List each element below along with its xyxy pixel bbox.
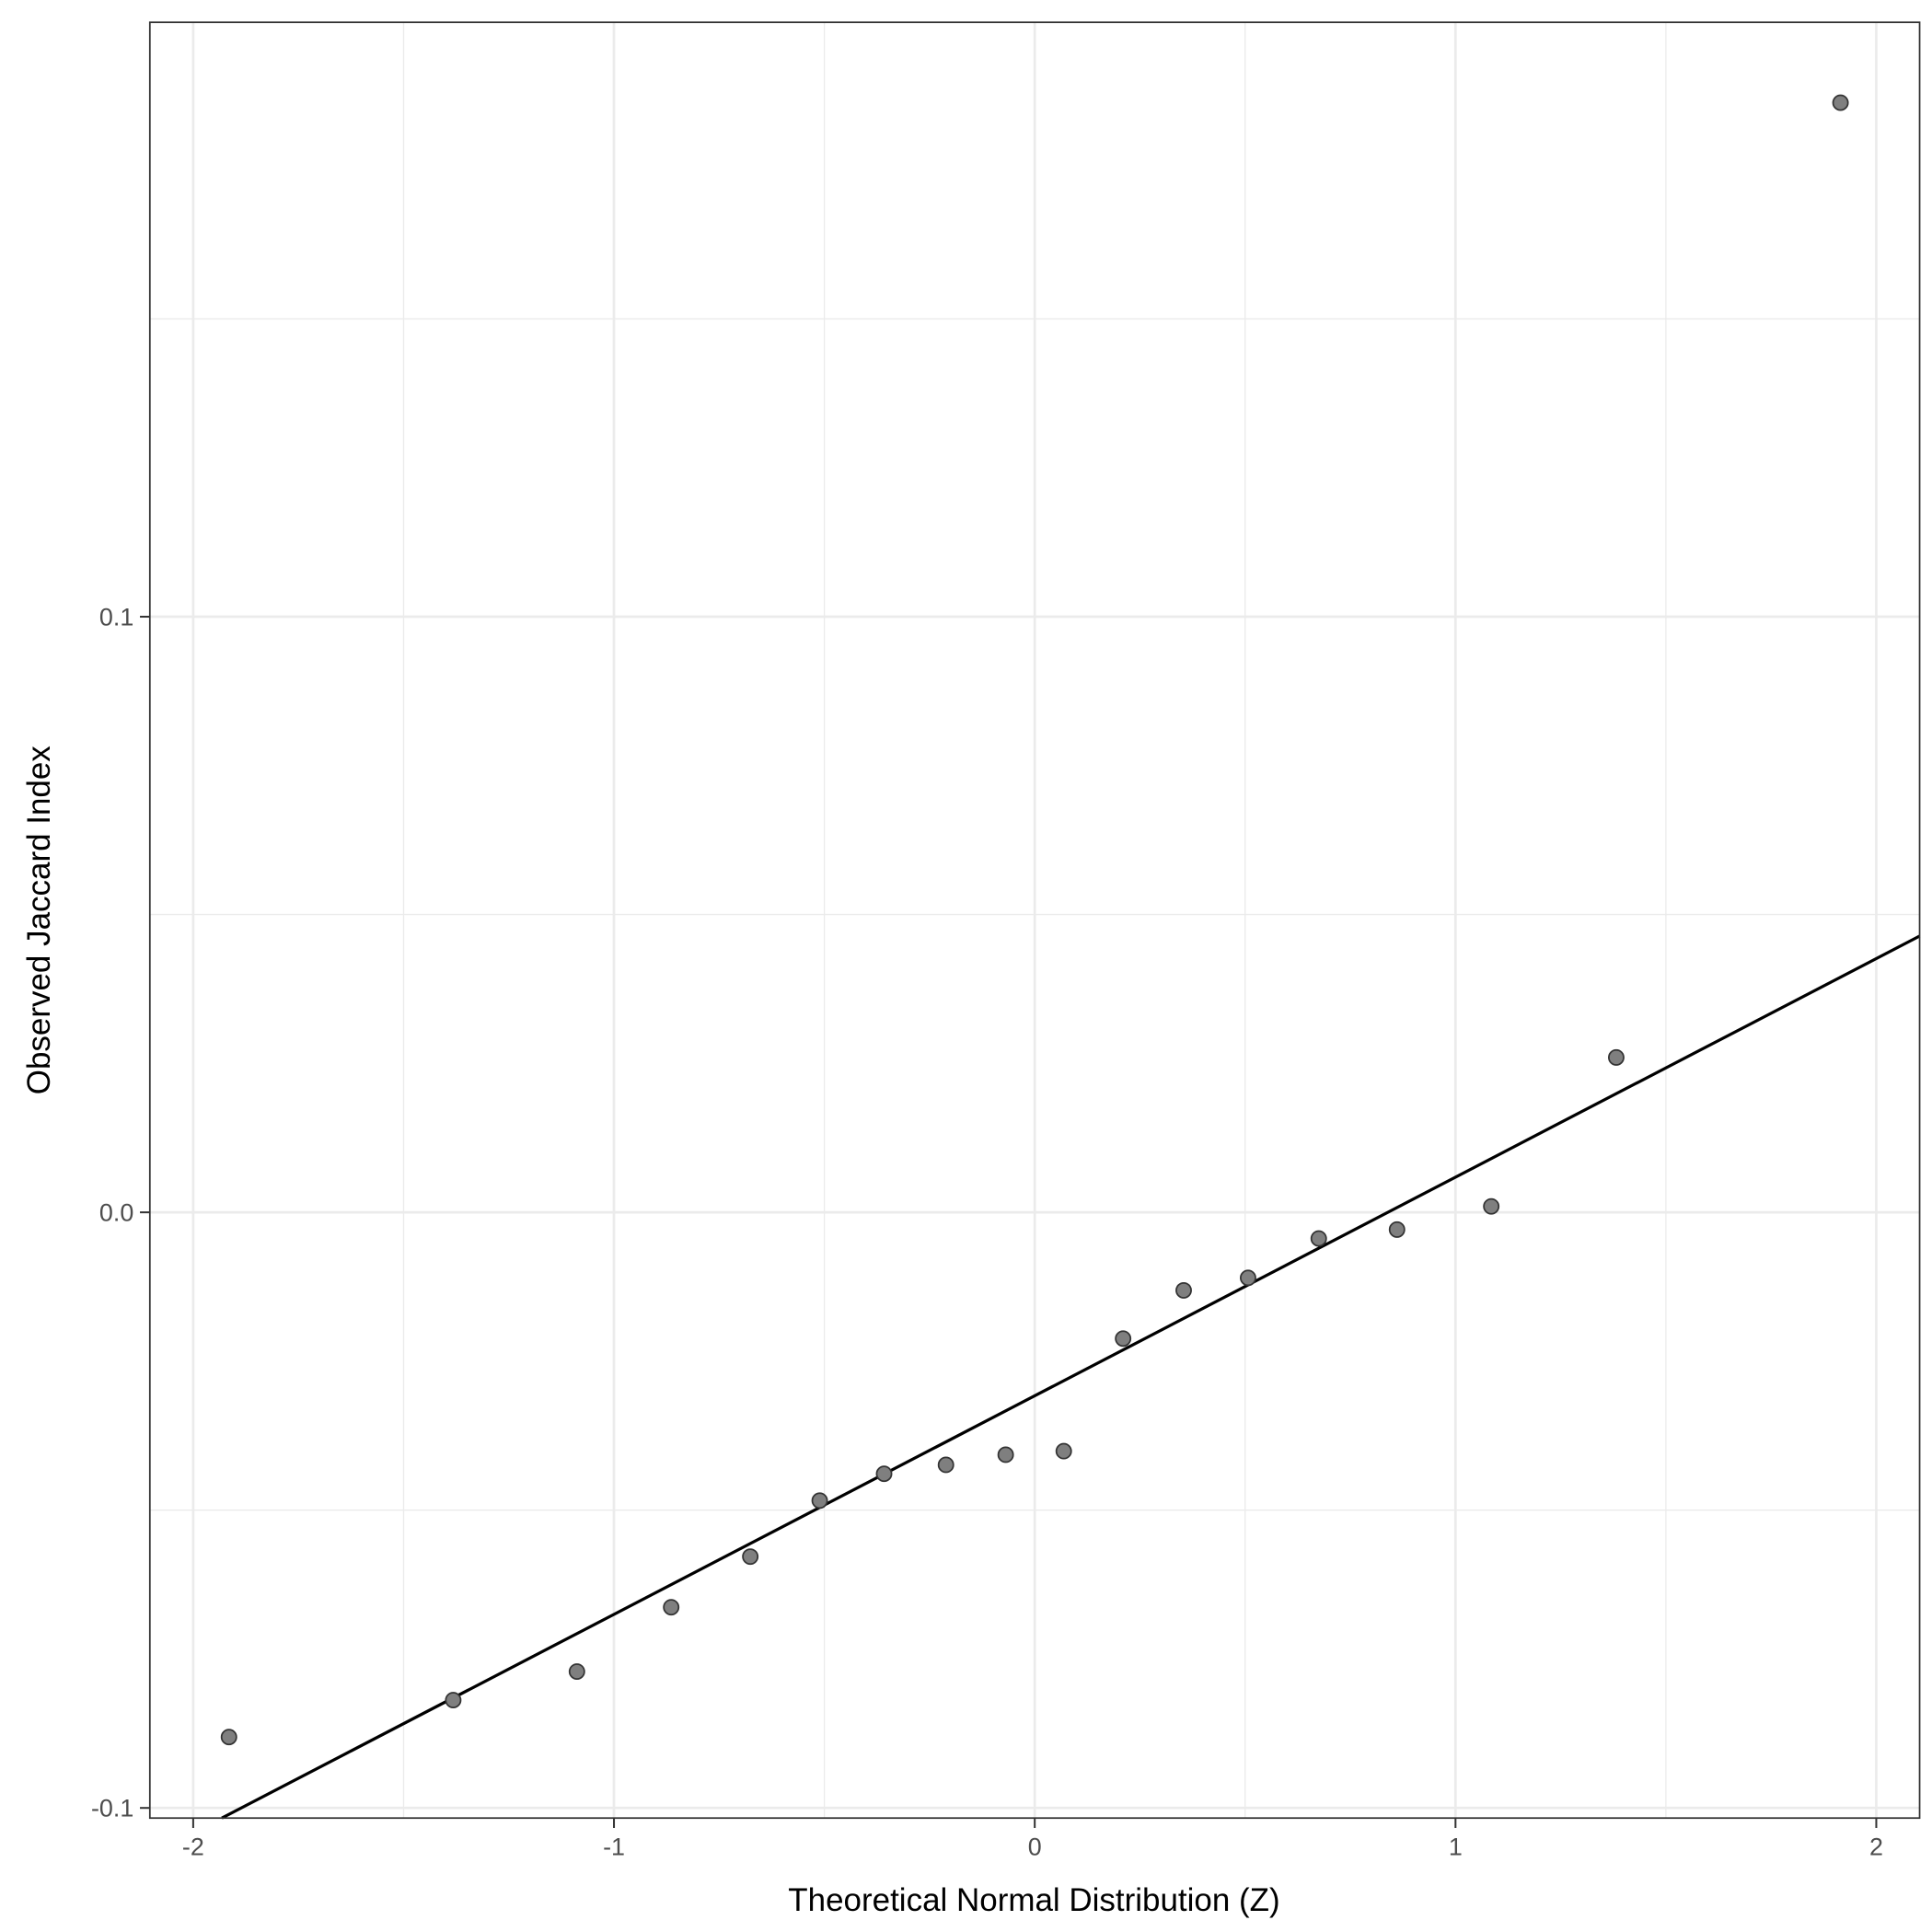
x-tick-label: -2 [182,1834,204,1861]
data-point [997,1446,1014,1463]
data-point [1115,1330,1132,1348]
y-tick-label: -0.1 [91,1795,133,1822]
x-tick-label: 1 [1449,1834,1463,1861]
y-axis-label: Observed Jaccard Index [21,746,57,1095]
data-point [1239,1269,1256,1287]
axes: -2 -1 0 1 2 -0.1 0.0 0.1 [91,603,1883,1860]
data-point [937,1456,954,1474]
data-point [568,1663,585,1680]
data-point [1175,1281,1192,1299]
data-point [742,1548,759,1566]
data-point [1483,1197,1500,1215]
data-point [1388,1221,1406,1238]
y-tick-label: 0.1 [99,603,133,631]
points [220,94,1849,1746]
x-tick-label: -1 [603,1834,625,1861]
data-point [1832,94,1849,111]
x-axis-label: Theoretical Normal Distribution (Z) [788,1882,1279,1918]
reference-line-group [221,934,1921,1820]
data-point [875,1465,893,1483]
data-point [811,1492,828,1510]
data-point [663,1599,680,1616]
data-point [1055,1442,1072,1460]
data-point [445,1692,462,1709]
data-point [1310,1230,1327,1247]
data-point [220,1729,237,1746]
y-tick-label: 0.0 [99,1199,133,1227]
reference-line [221,934,1921,1820]
x-tick-label: 2 [1869,1834,1883,1861]
data-point [1607,1048,1625,1066]
x-tick-label: 0 [1028,1834,1042,1861]
grid [149,22,1920,1819]
